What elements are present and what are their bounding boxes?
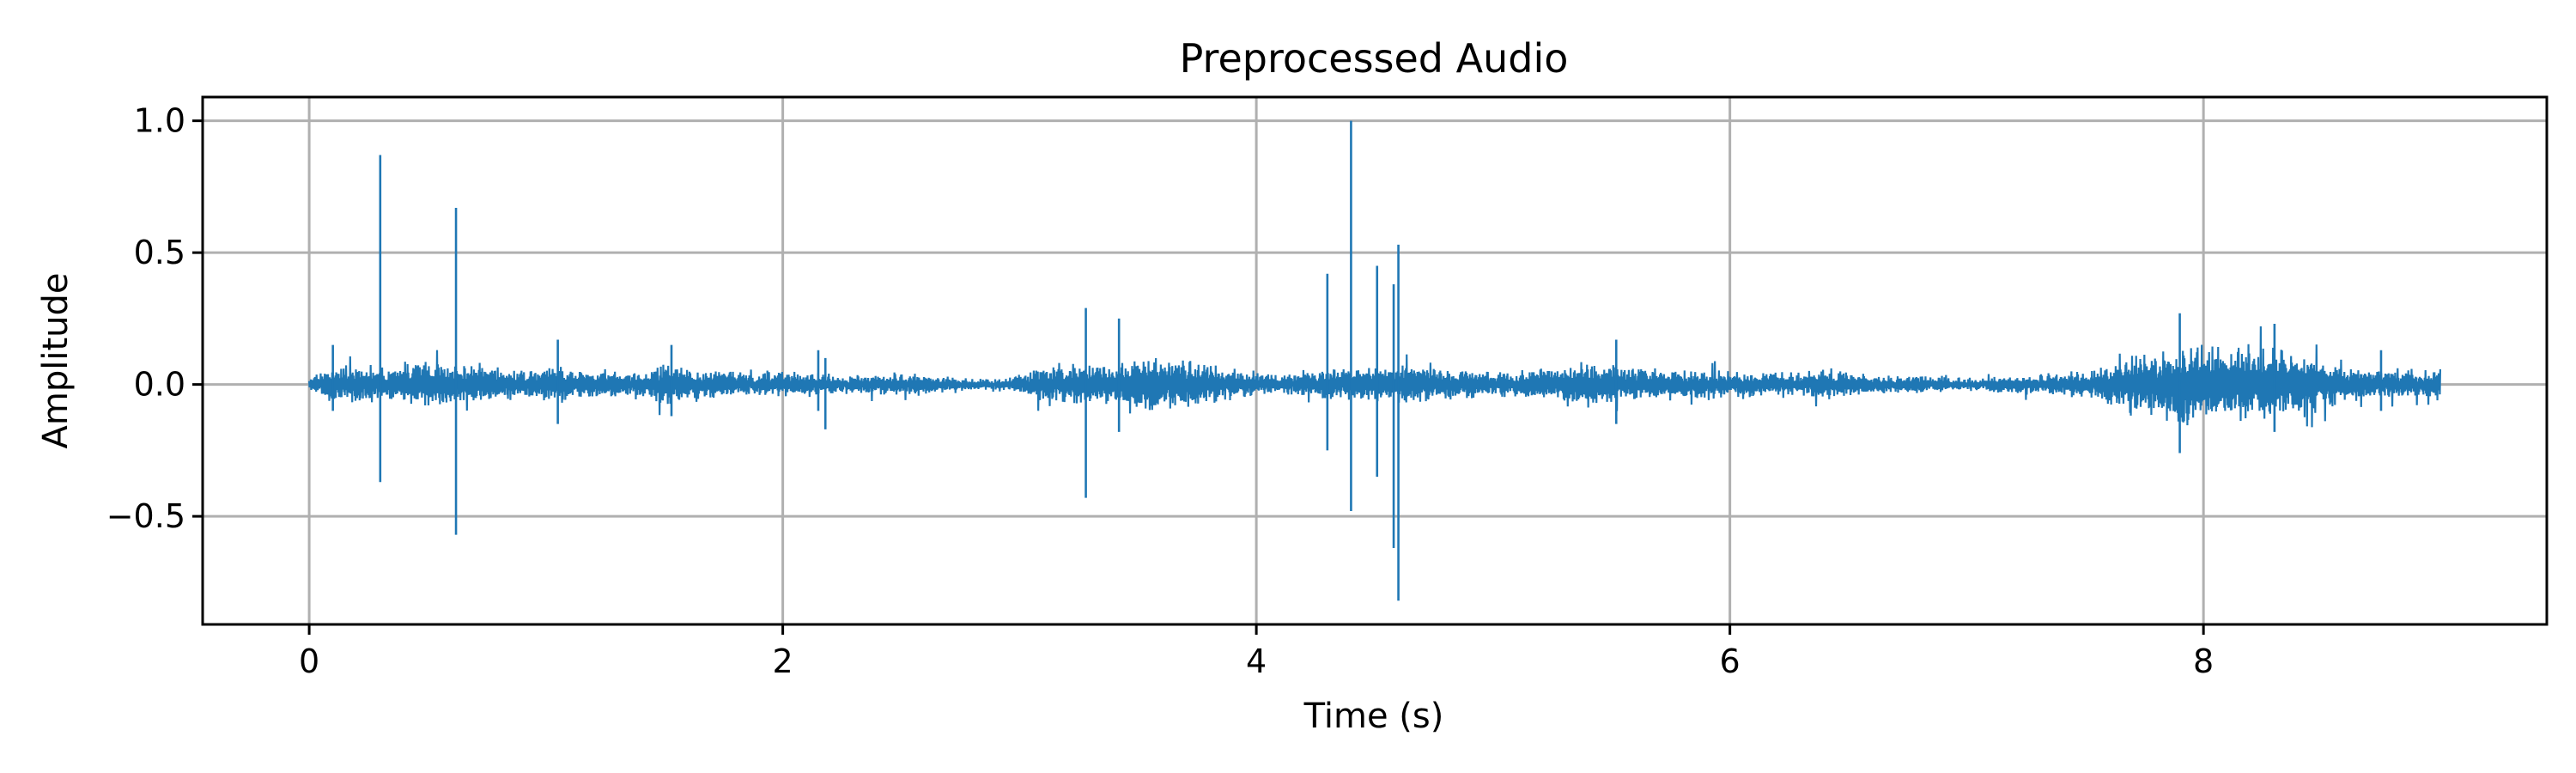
waveform-line [307,326,2442,428]
y-tick-label: 1.0 [134,102,185,140]
plot-area [307,120,2442,601]
x-tick-label: 0 [299,642,319,680]
x-tick-label: 6 [1720,642,1741,680]
y-tick-label: 0.0 [134,366,185,404]
y-tick-label: −0.5 [106,497,185,535]
axes-frame [201,95,2549,626]
x-tick-label: 4 [1246,642,1267,680]
chart-title: Preprocessed Audio [1180,35,1569,82]
y-tick-label: 0.5 [134,234,185,271]
x-tick-label: 8 [2193,642,2214,680]
y-axis-label: Amplitude [36,273,76,449]
tick-layer: 0 2 4 6 8 −0.5 0.0 0.5 1.0 [106,102,2215,680]
x-axis-label: Time (s) [1303,697,1444,736]
x-tick-label: 2 [773,642,793,680]
